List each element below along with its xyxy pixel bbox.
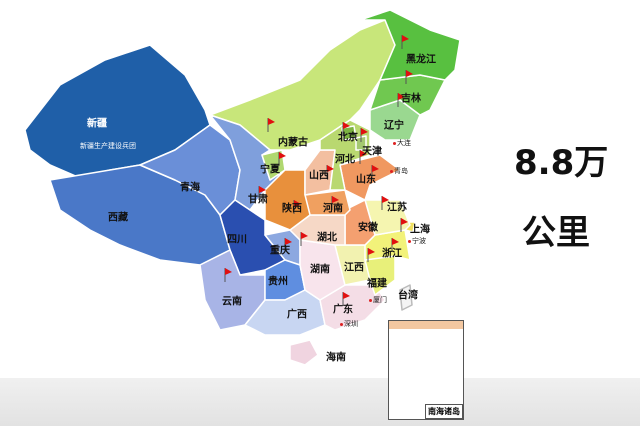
label-hainan: 海南 xyxy=(326,352,346,364)
inset-coastline xyxy=(389,321,463,329)
flag-icon xyxy=(327,165,334,172)
region-hainan[interactable] xyxy=(289,339,319,366)
label-shanxi: 山西 xyxy=(309,170,329,182)
label-shanghai: 上海 xyxy=(410,224,430,236)
label-xinjiang-corps: 新疆生产建设兵团 xyxy=(80,142,136,150)
flag-icon xyxy=(401,218,408,225)
label-hunan: 湖南 xyxy=(310,264,330,276)
headline-unit: 公里 xyxy=(522,213,590,253)
flag-markers xyxy=(224,35,413,306)
flag-icon xyxy=(332,196,339,203)
label-guizhou: 贵州 xyxy=(268,276,288,288)
inset-label: 南海诸岛 xyxy=(425,404,463,419)
label-yunnan: 云南 xyxy=(222,296,242,308)
flag-icon xyxy=(406,70,413,77)
region-tianjin[interactable] xyxy=(355,135,367,151)
label-jilin: 吉林 xyxy=(401,93,421,105)
flag-icon xyxy=(343,122,350,129)
flag-icon xyxy=(382,196,389,203)
flag-icon xyxy=(301,232,308,239)
flag-icon xyxy=(361,128,368,135)
label-beijing: 北京 xyxy=(338,132,358,144)
region-shaanxi[interactable] xyxy=(264,169,311,231)
label-taiwan: 台湾 xyxy=(398,290,418,302)
flag-icon xyxy=(259,186,266,193)
label-xizang: 西藏 xyxy=(108,212,128,224)
city-xiamen: 厦门 xyxy=(369,295,387,305)
label-neimenggu: 内蒙古 xyxy=(278,137,308,149)
flag-icon xyxy=(225,268,232,275)
flag-icon xyxy=(402,35,409,42)
flag-icon xyxy=(372,165,379,172)
flag-icon xyxy=(368,248,375,255)
label-hebei: 河北 xyxy=(335,154,355,166)
region-heilongjiang[interactable] xyxy=(359,9,461,81)
label-fujian: 福建 xyxy=(367,278,387,290)
city-qingdao: 青岛 xyxy=(390,166,408,176)
label-liaoning: 辽宁 xyxy=(384,120,404,132)
city-dalian: 大连 xyxy=(393,138,411,148)
flag-icon xyxy=(268,118,275,125)
label-sichuan: 四川 xyxy=(227,234,247,246)
label-heilongjiang: 黑龙江 xyxy=(406,54,436,66)
label-zhejiang: 浙江 xyxy=(382,248,402,260)
floor-band xyxy=(0,378,640,426)
label-henan: 河南 xyxy=(323,203,343,215)
flag-icon xyxy=(279,152,286,159)
label-tianjin: 天津 xyxy=(362,146,382,158)
region-taiwan[interactable] xyxy=(399,284,413,311)
south-china-sea-inset: 南海诸岛 xyxy=(388,320,464,420)
flag-icon xyxy=(343,292,350,299)
flag-icon xyxy=(294,200,301,207)
city-ningbo: 宁波 xyxy=(408,236,426,246)
label-guangxi: 广西 xyxy=(287,309,307,321)
label-jiangxi: 江西 xyxy=(344,262,364,274)
label-jiangsu: 江苏 xyxy=(387,202,407,214)
label-ningxia: 宁夏 xyxy=(260,164,280,176)
label-hubei: 湖北 xyxy=(317,232,337,244)
label-xinjiang: 新疆 xyxy=(87,118,107,130)
label-guangdong: 广东 xyxy=(333,304,353,316)
flag-icon xyxy=(398,93,405,100)
label-shaanxi: 陕西 xyxy=(282,203,302,215)
headline-distance: 8.8万 xyxy=(514,143,609,183)
city-shenzhen: 深圳 xyxy=(340,319,358,329)
flag-icon xyxy=(285,238,292,245)
label-anhui: 安徽 xyxy=(358,222,378,234)
label-chongqing: 重庆 xyxy=(270,245,290,257)
label-gansu: 甘肃 xyxy=(248,194,268,206)
label-shandong: 山东 xyxy=(356,174,376,186)
label-qinghai: 青海 xyxy=(180,182,200,194)
flag-icon xyxy=(392,238,399,245)
flag-icon xyxy=(360,150,367,157)
